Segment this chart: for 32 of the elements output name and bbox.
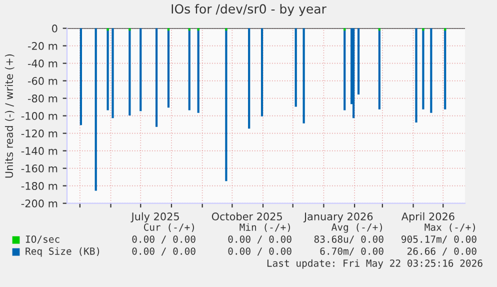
x-tick-label: January 2026 — [303, 212, 373, 222]
text: Cur (-/+) — [144, 223, 194, 232]
text: 0.00 / 0.00 — [132, 235, 196, 244]
y-tick-label: -80 m — [28, 94, 58, 102]
y-tick-label: 0 — [52, 24, 58, 32]
text: Max (-/+) — [424, 223, 475, 232]
legend-label: IO/sec — [26, 235, 60, 244]
text: Last update: Fri May 22 03:25:16 2026 — [267, 259, 482, 269]
y-tick-label: -60 m — [28, 77, 58, 85]
text: 0.00 / 0.00 — [228, 247, 292, 256]
x-tick-label: October 2025 — [212, 212, 282, 220]
legend-label: Req Size (KB) — [26, 247, 100, 257]
text: Min (-/+) — [240, 223, 290, 232]
text: 26.66 / 0.00 — [407, 247, 476, 256]
y-tick-label: -180 m — [21, 182, 58, 190]
chart-title: IOs for /dev/sr0 - by year — [172, 4, 326, 16]
y-tick-label: -100 m — [21, 112, 58, 120]
text: 83.68u/ 0.00 — [314, 235, 384, 244]
y-tick-label: -200 m — [21, 200, 58, 208]
text: 0.00 / 0.00 — [228, 235, 292, 244]
text: 6.70m/ 0.00 — [320, 247, 384, 256]
text: 905.17m/ 0.00 — [402, 235, 476, 244]
text: Avg (-/+) — [332, 223, 382, 233]
x-tick-label: July 2025 — [130, 212, 179, 222]
y-tick-label: -140 m — [21, 147, 58, 155]
y-tick-label: -40 m — [28, 60, 58, 68]
y-tick-label: -160 m — [21, 164, 58, 172]
x-tick-label: April 2026 — [401, 212, 454, 222]
y-tick-label: -20 m — [28, 42, 58, 50]
y-axis-title: Units read (-) / write (+) — [4, 54, 14, 178]
text: 0.00 / 0.00 — [132, 247, 196, 256]
y-tick-label: -120 m — [21, 130, 58, 138]
